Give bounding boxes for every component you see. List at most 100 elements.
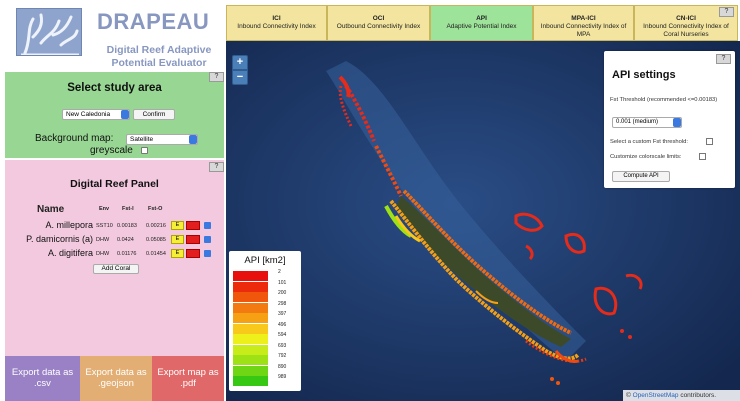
export-geojson-label: Export data as <box>85 367 147 378</box>
legend-swatch <box>233 281 268 292</box>
edit-coral-button[interactable]: E <box>171 221 184 230</box>
export-pdf-label: Export map as <box>157 367 219 378</box>
confirm-button[interactable]: Confirm <box>133 109 175 120</box>
coral-visible-checkbox[interactable] <box>204 250 211 257</box>
legend-swatch <box>233 271 268 281</box>
legend-value: 792 <box>278 353 287 359</box>
attribution-prefix: © <box>626 392 631 399</box>
tab-mpa-ici[interactable]: MPA-ICI Inbound Connectivity Index of MP… <box>533 5 634 41</box>
export-csv-label: Export data as <box>11 367 74 378</box>
coral-name: A. millepora <box>45 220 93 230</box>
coral-fst-i: 0.01176 <box>117 251 137 257</box>
legend-value: 2 <box>278 269 281 275</box>
coral-fst-i: 0.00183 <box>117 223 137 229</box>
app-subtitle: Digital Reef Adaptive <box>106 44 212 56</box>
tab-label: Outbound Connectivity Index <box>336 23 421 30</box>
column-header-name: Name <box>37 204 65 215</box>
api-settings-title: API settings <box>612 69 676 81</box>
colorscale-checkbox[interactable] <box>699 153 706 160</box>
tab-abbr: CN-ICI <box>676 15 696 22</box>
delete-coral-button[interactable] <box>186 221 200 230</box>
custom-fst-checkbox[interactable] <box>706 138 713 145</box>
background-map-select[interactable]: Satellite <box>126 134 198 145</box>
edit-coral-button[interactable]: E <box>171 249 184 258</box>
openstreetmap-link[interactable]: OpenStreetMap <box>632 392 679 399</box>
tab-abbr: MPA-ICI <box>571 15 596 22</box>
legend-swatch <box>233 334 268 344</box>
tab-label: Inbound Connectivity Index <box>237 23 316 30</box>
reef-panel-title: Digital Reef Panel <box>70 178 159 190</box>
api-legend: API [km2] 2 101 200 298 397 496 594 693 792 890 98… <box>229 251 301 391</box>
coral-visible-checkbox[interactable] <box>204 236 211 243</box>
fst-threshold-select[interactable]: 0.001 (medium) <box>612 117 682 128</box>
legend-swatch <box>233 302 268 313</box>
zoom-out-button[interactable]: − <box>232 70 248 85</box>
select-arrow-icon <box>189 135 197 144</box>
compute-api-button[interactable]: Compute API <box>612 171 670 182</box>
map-attribution: © OpenStreetMap contributors. <box>623 390 740 401</box>
export-csv-ext: .csv <box>34 378 51 389</box>
coral-name: P. damicornis (a) <box>26 234 93 244</box>
coral-row: A. digitifera DHW 0.01176 0.01454 E <box>5 248 224 260</box>
legend-swatch <box>233 323 268 334</box>
legend-swatch <box>233 365 268 376</box>
edit-coral-button[interactable]: E <box>171 235 184 244</box>
tab-oci[interactable]: OCI Outbound Connectivity Index <box>327 5 430 41</box>
export-csv-button[interactable]: Export data as .csv <box>5 356 80 401</box>
study-help-button[interactable]: ? <box>209 72 224 82</box>
coral-visible-checkbox[interactable] <box>204 222 211 229</box>
legend-value: 890 <box>278 363 287 370</box>
app-subtitle: Potential Evaluator <box>111 57 207 69</box>
add-coral-button[interactable]: Add Coral <box>93 264 139 274</box>
legend-value: 496 <box>278 321 287 328</box>
coral-row: P. damicornis (a) DHW 0.0424 0.05085 E <box>5 234 224 246</box>
greyscale-label: greyscale <box>90 145 133 156</box>
export-geojson-ext: .geojson <box>98 378 134 389</box>
legend-swatch <box>233 355 268 365</box>
logo-area: DRAPEAU Digital Reef Adaptive Potential … <box>0 0 226 72</box>
select-arrow-icon <box>673 118 681 127</box>
settings-help-button[interactable]: ? <box>716 54 731 64</box>
reef-help-button[interactable]: ? <box>209 162 224 172</box>
api-settings-panel: ? API settings Fst Threshold (recommende… <box>604 51 735 188</box>
tab-abbr: API <box>476 15 487 22</box>
coral-fst-o: 0.00216 <box>146 223 166 229</box>
coral-logo-icon <box>16 8 82 56</box>
export-pdf-button[interactable]: Export map as .pdf <box>152 356 224 401</box>
coral-row: A. millepora SST10 0.00183 0.00216 E <box>5 220 224 232</box>
legend-value: 200 <box>278 290 287 296</box>
legend-value: 397 <box>278 311 287 317</box>
delete-coral-button[interactable] <box>186 235 200 244</box>
study-area-title: Select study area <box>67 82 162 94</box>
column-header-fst-i: Fst-I <box>122 206 134 212</box>
zoom-in-button[interactable]: + <box>232 55 248 70</box>
tab-ici[interactable]: ICI Inbound Connectivity Index <box>226 5 327 41</box>
legend-swatch <box>233 313 268 323</box>
region-select-value: New Caledonia <box>66 111 111 118</box>
column-header-fst-o: Fst-O <box>148 206 163 212</box>
background-map-value: Satellite <box>130 136 154 143</box>
tab-label: Inbound Connectivity Index of MPA <box>540 23 627 38</box>
legend-swatch <box>233 376 268 386</box>
legend-value: 101 <box>278 279 287 286</box>
colorscale-label: Customize colorscale limits: <box>610 154 682 160</box>
export-geojson-button[interactable]: Export data as .geojson <box>80 356 152 401</box>
region-select[interactable]: New Caledonia <box>62 109 130 120</box>
tab-abbr: ICI <box>272 15 281 22</box>
tabs-help-button[interactable]: ? <box>719 7 734 17</box>
fst-threshold-label: Fst Threshold (recommended <=0.00183) <box>610 97 718 103</box>
legend-value: 594 <box>278 332 287 338</box>
digital-reef-panel: ? Digital Reef Panel Name Env Fst-I Fst-… <box>5 160 224 356</box>
tab-abbr: OCI <box>372 15 385 22</box>
legend-swatch <box>233 292 268 302</box>
coral-env: DHW <box>96 251 110 257</box>
delete-coral-button[interactable] <box>186 249 200 258</box>
greyscale-checkbox[interactable] <box>141 147 148 154</box>
coral-fst-o: 0.01454 <box>146 251 166 257</box>
coral-name: A. digitifera <box>47 248 93 258</box>
attribution-suffix: contributors. <box>680 392 717 399</box>
tab-api[interactable]: API Adaptive Potential Index <box>430 5 533 41</box>
legend-value: 693 <box>278 342 287 349</box>
study-area-panel: ? Select study area New Caledonia Confir… <box>5 72 224 158</box>
custom-fst-label: Select a custom Fst threshold: <box>610 139 688 145</box>
